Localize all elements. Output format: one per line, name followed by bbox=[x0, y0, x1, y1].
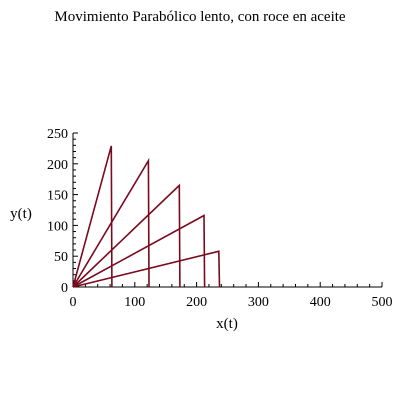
series-line-3 bbox=[73, 185, 180, 287]
y-tick-label: 50 bbox=[54, 250, 68, 265]
x-tick-label: 200 bbox=[186, 295, 207, 310]
y-tick-label: 150 bbox=[47, 189, 68, 204]
series-line-4 bbox=[73, 216, 205, 288]
x-tick-label: 0 bbox=[70, 295, 77, 310]
y-tick-label: 100 bbox=[47, 219, 68, 234]
chart-title: Movimiento Parabólico lento, con roce en… bbox=[54, 9, 345, 25]
y-tick-label: 250 bbox=[47, 127, 68, 142]
series-line-1 bbox=[73, 146, 112, 287]
y-tick-label: 0 bbox=[61, 281, 68, 296]
y-axis-label: y(t) bbox=[10, 206, 32, 222]
x-tick-label: 400 bbox=[310, 295, 331, 310]
series-line-5 bbox=[73, 251, 220, 287]
x-tick-label: 300 bbox=[248, 295, 269, 310]
y-tick-label: 200 bbox=[47, 158, 68, 173]
x-tick-label: 500 bbox=[372, 295, 393, 310]
x-tick-label: 100 bbox=[124, 295, 145, 310]
x-axis-label: x(t) bbox=[216, 316, 238, 332]
series-layer bbox=[73, 146, 220, 287]
